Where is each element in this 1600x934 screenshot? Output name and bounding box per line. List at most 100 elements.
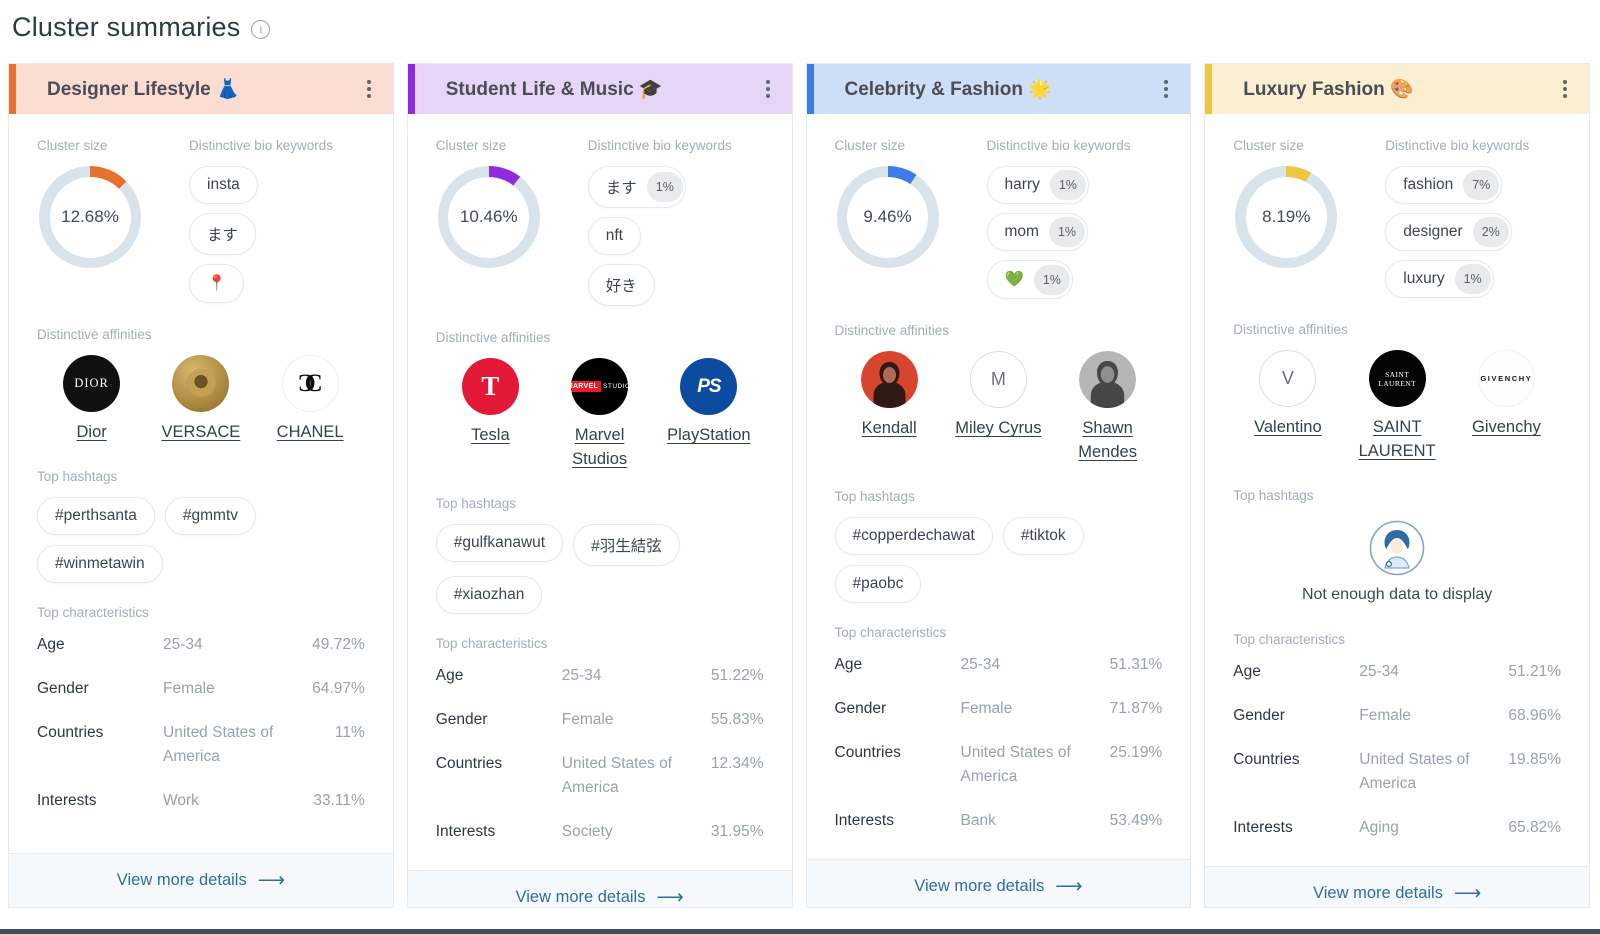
bio-keyword-text: ます (207, 227, 239, 244)
cluster-size-value: 9.46% (847, 176, 928, 258)
characteristic-row: Age 25-34 51.21% (1233, 660, 1561, 684)
bio-keyword-pill: mom 1% (986, 213, 1089, 251)
card-header: Celebrity & Fashion 🌟 (806, 64, 1191, 114)
affinities-label: Distinctive affinities (435, 330, 551, 345)
kebab-menu-icon[interactable] (1158, 73, 1174, 105)
characteristics-label: Top characteristics (1233, 631, 1346, 647)
affinity-link[interactable]: PlayStation (667, 426, 751, 444)
affinity-link[interactable]: CHANEL (276, 423, 344, 441)
bio-keywords-section: Distinctive bio keywords fashion 7% design… (1385, 138, 1561, 298)
characteristic-percent: 71.87% (1109, 699, 1163, 717)
bio-keyword-pill: ます 1% (587, 166, 686, 208)
bio-keyword-pill: harry 1% (986, 166, 1089, 204)
affinity-link[interactable]: Miley Cyrus (955, 419, 1042, 437)
affinity-link[interactable]: Shawn Mendes (1078, 419, 1137, 461)
affinity-item: MARVELSTUDIOS Marvel Studios (545, 358, 654, 472)
shawn-mendes-photo (1079, 351, 1137, 408)
characteristic-row: Countries United States of America 25.19% (835, 741, 1163, 789)
affinities-section: Distinctive affinities V Valentino SAINT L… (1233, 322, 1561, 488)
affinity-link[interactable]: Marvel Studios (572, 426, 628, 468)
view-more-details-label: View more details (914, 876, 1045, 895)
characteristics-table: Age 25-34 51.22% Gender Female 55.83% Countrie… (436, 664, 764, 844)
characteristic-row: Age 25-34 51.22% (436, 664, 764, 688)
characteristic-value: 25-34 (561, 666, 602, 684)
hashtag-pill: #羽生結弦 (573, 523, 680, 566)
hashtags-section: Top hashtags Not enough data to display (1233, 488, 1561, 610)
affinity-link[interactable]: Dior (76, 423, 107, 441)
view-more-details-button[interactable]: View more details ⟶ (806, 858, 1191, 907)
bio-keyword-percent-badge: 2% (1472, 217, 1509, 247)
bio-keywords-section: Distinctive bio keywords insta ます 📍 (189, 138, 365, 303)
affinity-item: V Valentino (1233, 350, 1342, 464)
characteristic-row: Interests Bank 53.49% (835, 809, 1163, 833)
characteristic-percent: 12.34% (710, 754, 764, 772)
affinities-list: DIOR Dior VERSACE Ɔ C CHANEL (37, 355, 365, 445)
characteristic-value: Female (1359, 706, 1411, 724)
bio-keywords-label: Distinctive bio keywords (587, 138, 732, 153)
hashtags-label: Top hashtags (834, 488, 915, 504)
characteristic-row: Interests Aging 65.82% (1233, 816, 1561, 840)
characteristic-value: Female (960, 699, 1013, 717)
affinity-link[interactable]: VERSACE (161, 423, 241, 441)
cluster-top-row: Cluster size 9.46% Distinctive bio keywo… (835, 138, 1163, 299)
affinity-link[interactable]: Givenchy (1471, 418, 1541, 436)
window-edge-divider (0, 929, 1600, 934)
affinities-label: Distinctive affinities (37, 327, 152, 342)
hashtags-list: #copperdechawat #tiktok #paobc (834, 516, 1163, 603)
characteristic-key: Gender (37, 679, 89, 697)
characteristic-percent: 51.22% (710, 666, 764, 684)
affinity-link[interactable]: Kendall (861, 419, 917, 437)
no-data-illustration (1369, 520, 1425, 576)
characteristic-value: United States of America (561, 754, 673, 796)
view-more-details-label: View more details (116, 871, 247, 889)
hashtag-pill: #gulfkanawut (435, 523, 564, 562)
info-icon[interactable]: i (251, 19, 271, 39)
affinity-item: Ɔ C CHANEL (256, 355, 365, 445)
cluster-top-row: Cluster size 10.46% Distinctive bio keyw… (436, 138, 764, 306)
characteristic-value: Bank (960, 811, 996, 829)
view-more-details-button[interactable]: View more details ⟶ (1205, 865, 1589, 907)
card-header: Student Life & Music 🎓 (407, 64, 792, 114)
cluster-size-donut: 8.19% (1235, 166, 1338, 268)
hashtags-list: #perthsanta #gmmtv #winmetawin (37, 496, 365, 583)
bio-keyword-pill: ます (189, 213, 257, 255)
affinity-link[interactable]: SAINT LAURENT (1358, 418, 1436, 460)
characteristic-value: Female (163, 679, 215, 697)
kebab-menu-icon[interactable] (1557, 73, 1573, 105)
playstation-avatar: PS (680, 358, 738, 415)
affinities-label: Distinctive affinities (1233, 322, 1348, 337)
characteristic-row: Age 25-34 49.72% (37, 633, 365, 657)
hashtag-pill: #copperdechawat (834, 516, 993, 555)
bio-keyword-text: fashion (1403, 176, 1454, 193)
characteristic-row: Interests Work 33.11% (37, 789, 365, 813)
characteristic-key: Age (1233, 662, 1261, 680)
view-more-details-button[interactable]: View more details ⟶ (407, 869, 792, 907)
versace-medusa-emblem (185, 368, 216, 399)
characteristic-key: Interests (435, 822, 496, 840)
hashtags-label: Top hashtags (37, 468, 118, 484)
tesla-avatar: T (461, 358, 519, 415)
bio-keywords-label: Distinctive bio keywords (1385, 138, 1530, 153)
page: Cluster summaries i Designer Lifestyle 👗… (8, 12, 1590, 908)
hashtags-label: Top hashtags (1233, 487, 1314, 503)
bio-keyword-pill: insta (189, 166, 258, 204)
cluster-size-label: Cluster size (37, 138, 108, 153)
characteristics-section: Top characteristics Age 25-34 49.72% Gender… (37, 605, 365, 833)
characteristic-row: Interests Society 31.95% (436, 820, 764, 844)
kebab-menu-icon[interactable] (361, 73, 377, 105)
card-body: Cluster size 8.19% Distinctive bio keywo… (1205, 114, 1589, 866)
characteristic-key: Countries (37, 723, 104, 741)
affinities-section: Distinctive affinities Kendall M Miley Cyr… (835, 323, 1163, 489)
bio-keyword-pill: nft (587, 217, 641, 255)
characteristics-label: Top characteristics (37, 604, 149, 620)
characteristic-value: Society (561, 822, 613, 840)
affinity-link[interactable]: Tesla (471, 426, 510, 444)
characteristic-key: Countries (435, 754, 503, 772)
view-more-details-label: View more details (515, 887, 646, 906)
kebab-menu-icon[interactable] (760, 73, 776, 105)
view-more-details-button[interactable]: View more details ⟶ (9, 853, 393, 907)
affinity-link[interactable]: Valentino (1254, 418, 1322, 436)
characteristic-row: Countries United States of America 19.85% (1233, 748, 1561, 796)
characteristics-table: Age 25-34 51.21% Gender Female 68.96% Countrie… (1233, 660, 1561, 840)
characteristic-percent: 64.97% (312, 679, 365, 697)
